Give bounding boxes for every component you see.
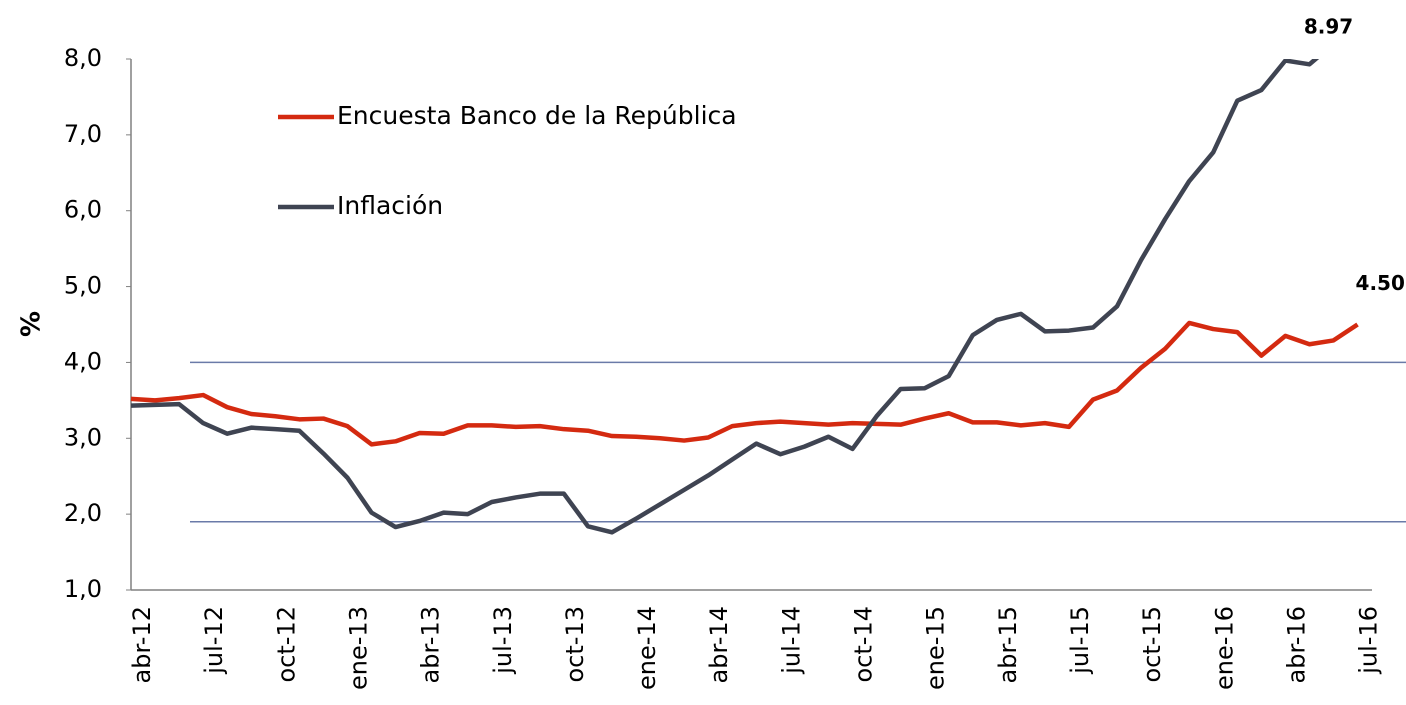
x-tick-label: oct-12 xyxy=(272,606,300,683)
value-label: 8.97 xyxy=(1304,15,1353,39)
y-tick-label: 7,0 xyxy=(64,120,102,148)
x-tick-label: ene-13 xyxy=(344,606,372,690)
y-tick-label: 8,0 xyxy=(64,44,102,72)
x-tick-label: oct-13 xyxy=(561,606,589,683)
x-tick-label: abr-15 xyxy=(994,606,1022,683)
legend-label: Inflación xyxy=(337,191,443,220)
y-tick-label: 3,0 xyxy=(64,423,102,451)
x-tick-label: jul-16 xyxy=(1355,606,1383,675)
plot-area xyxy=(130,59,1359,535)
x-tick-label: ene-16 xyxy=(1210,606,1238,690)
x-tick-label: oct-15 xyxy=(1138,606,1166,683)
x-tick-label: abr-13 xyxy=(417,606,445,683)
x-tick-label: abr-14 xyxy=(705,606,733,683)
x-tick-label: jul-13 xyxy=(489,606,517,675)
y-tick-label: 6,0 xyxy=(64,196,102,224)
x-tick-label: oct-14 xyxy=(850,606,878,683)
x-tick-label: abr-16 xyxy=(1282,606,1310,683)
x-tick-label: abr-12 xyxy=(128,606,156,683)
y-axis-label: % xyxy=(17,311,47,337)
y-tick-label: 5,0 xyxy=(64,272,102,300)
series-line xyxy=(130,59,1320,535)
x-tick-label: jul-12 xyxy=(200,606,228,675)
y-tick-label: 4,0 xyxy=(64,347,102,375)
x-tick-label: jul-14 xyxy=(777,606,805,675)
x-tick-label: ene-14 xyxy=(633,606,661,690)
legend-label: Encuesta Banco de la República xyxy=(337,101,737,130)
series-line xyxy=(130,320,1359,447)
y-tick-label: 2,0 xyxy=(64,499,102,527)
x-tick-label: jul-15 xyxy=(1066,606,1094,675)
y-tick-label: 1,0 xyxy=(64,575,102,603)
x-tick-label: ene-15 xyxy=(922,606,950,690)
value-label: 4.50 xyxy=(1356,271,1405,295)
